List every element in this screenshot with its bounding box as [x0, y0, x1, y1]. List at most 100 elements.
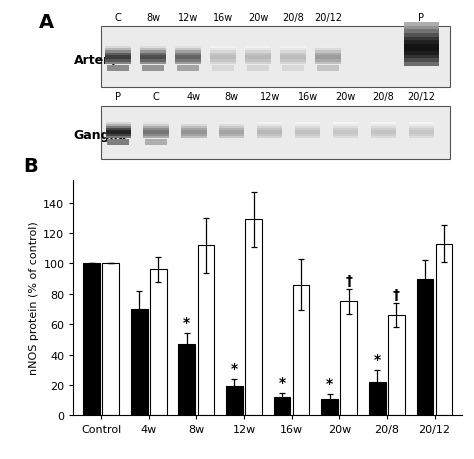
- Text: 16w: 16w: [298, 92, 318, 102]
- Bar: [182, 126, 207, 129]
- Bar: [102, 264, 119, 415]
- Bar: [175, 51, 201, 53]
- Text: *: *: [231, 361, 238, 375]
- Text: 20/12: 20/12: [314, 13, 342, 22]
- Bar: [315, 62, 341, 65]
- Bar: [212, 66, 234, 72]
- Bar: [404, 59, 439, 63]
- Bar: [282, 66, 304, 72]
- Bar: [131, 309, 147, 415]
- Bar: [150, 270, 166, 415]
- Bar: [140, 51, 166, 53]
- Bar: [315, 58, 341, 60]
- Bar: [404, 34, 439, 38]
- Bar: [219, 129, 245, 131]
- Bar: [371, 123, 396, 124]
- Bar: [404, 52, 439, 56]
- Bar: [280, 46, 306, 49]
- Bar: [182, 130, 207, 133]
- Text: *: *: [183, 316, 191, 330]
- Bar: [100, 107, 450, 159]
- Bar: [175, 60, 201, 62]
- Bar: [245, 51, 271, 53]
- Bar: [371, 137, 396, 139]
- Bar: [257, 126, 283, 129]
- Bar: [371, 130, 396, 133]
- Text: P: P: [115, 92, 121, 102]
- Bar: [409, 129, 434, 131]
- Bar: [175, 53, 201, 56]
- Bar: [219, 124, 245, 127]
- Text: P: P: [419, 13, 424, 22]
- Bar: [404, 23, 439, 27]
- Bar: [182, 124, 207, 127]
- Bar: [106, 133, 131, 134]
- Bar: [83, 264, 100, 415]
- Bar: [245, 46, 271, 49]
- Bar: [175, 58, 201, 60]
- Bar: [280, 53, 306, 56]
- Bar: [210, 53, 237, 56]
- Bar: [409, 137, 434, 139]
- Bar: [182, 129, 207, 131]
- Bar: [280, 60, 306, 62]
- Bar: [257, 137, 283, 139]
- Text: 12w: 12w: [178, 13, 198, 22]
- Bar: [409, 124, 434, 127]
- Text: Artery: Artery: [73, 54, 118, 67]
- Bar: [333, 134, 358, 137]
- Bar: [404, 37, 439, 41]
- Bar: [140, 56, 166, 58]
- Bar: [333, 126, 358, 129]
- Bar: [295, 124, 320, 127]
- Bar: [321, 399, 338, 415]
- Bar: [107, 66, 129, 72]
- Bar: [210, 49, 237, 51]
- Bar: [105, 58, 131, 60]
- Bar: [140, 60, 166, 62]
- Text: 20/8: 20/8: [373, 92, 394, 102]
- Bar: [257, 129, 283, 131]
- Bar: [177, 66, 200, 72]
- Bar: [315, 53, 341, 56]
- Bar: [142, 66, 164, 72]
- Bar: [404, 62, 439, 67]
- Bar: [245, 220, 262, 415]
- Text: 20/12: 20/12: [407, 92, 435, 102]
- Bar: [280, 51, 306, 53]
- Text: †: †: [346, 274, 352, 287]
- Bar: [144, 134, 169, 137]
- Bar: [219, 130, 245, 133]
- Bar: [436, 244, 452, 415]
- Bar: [144, 130, 169, 133]
- Bar: [146, 140, 167, 146]
- Text: Ganglia: Ganglia: [73, 129, 127, 141]
- Bar: [144, 133, 169, 134]
- Bar: [317, 66, 339, 72]
- Bar: [106, 129, 131, 131]
- Bar: [219, 137, 245, 139]
- Bar: [105, 62, 131, 65]
- Bar: [245, 56, 271, 58]
- Bar: [409, 126, 434, 129]
- Bar: [226, 386, 243, 415]
- Bar: [106, 123, 131, 124]
- Bar: [105, 46, 131, 49]
- Bar: [257, 123, 283, 124]
- Bar: [198, 246, 214, 415]
- Bar: [404, 48, 439, 52]
- Bar: [144, 129, 169, 131]
- Text: *: *: [279, 375, 286, 389]
- Bar: [315, 51, 341, 53]
- Bar: [257, 130, 283, 133]
- Bar: [388, 315, 405, 415]
- Text: †: †: [393, 287, 400, 301]
- Bar: [175, 49, 201, 51]
- Text: 20/8: 20/8: [282, 13, 304, 22]
- Bar: [106, 124, 131, 127]
- Bar: [175, 46, 201, 49]
- Bar: [210, 46, 237, 49]
- Bar: [245, 62, 271, 65]
- Bar: [106, 134, 131, 137]
- Bar: [179, 344, 195, 415]
